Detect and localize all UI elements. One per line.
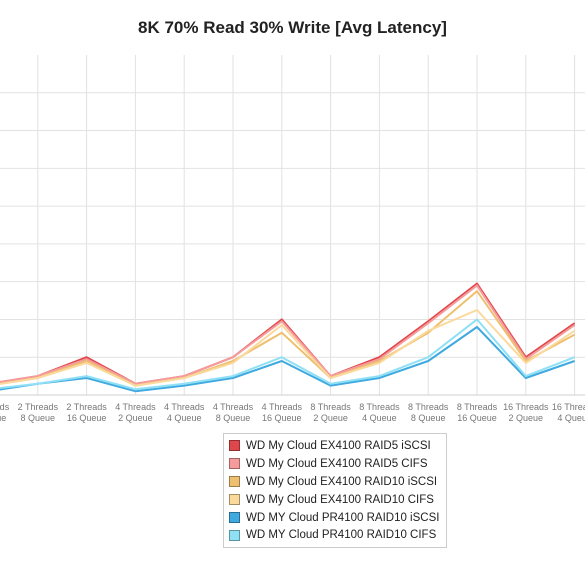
legend-label: WD MY Cloud PR4100 RAID10 CIFS [246,529,437,542]
legend-swatch [229,529,240,541]
legend: WD My Cloud EX4100 RAID5 iSCSI WD My Clou… [223,433,447,548]
x-tick-label: 2 Threads 16 Queue [66,402,107,423]
series-line-1 [0,282,576,385]
x-tick-label: 16 Threads 2 Queue [503,402,549,423]
legend-item[interactable]: WD My Cloud EX4100 RAID10 iSCSI [229,473,446,491]
legend-swatch [229,440,240,452]
x-tick-label: 8 Threads 2 Queue [310,402,351,423]
x-tick-label: 4 Threads 2 Queue [115,402,156,423]
x-tick-label: 2 Threads 8 Queue [18,402,59,423]
x-tick-label: 8 Threads 16 Queue [457,402,498,423]
legend-label: WD My Cloud EX4100 RAID10 iSCSI [246,475,438,488]
x-tick-label: 4 Threads 8 Queue [213,402,254,423]
chart-title: 8K 70% Read 30% Write [Avg Latency] [138,18,447,37]
x-tick-label: 8 Threads 8 Queue [408,402,449,423]
legend-item[interactable]: WD MY Cloud PR4100 RAID10 iSCSI [229,509,446,527]
legend-label: WD MY Cloud PR4100 RAID10 iSCSI [246,511,440,524]
series-line-2 [0,284,576,385]
series-line-4 [0,309,576,387]
legend-item[interactable]: WD My Cloud EX4100 RAID10 CIFS [229,491,446,509]
grid [0,55,585,396]
legend-swatch [229,494,240,506]
series-line-6 [0,318,575,391]
series-line-3 [0,290,576,387]
x-tick-label: 8 Threads 4 Queue [359,402,400,423]
legend-swatch [229,476,240,488]
x-tick-label: 4 Threads 16 Queue [262,402,303,423]
x-tick-label: 4 Threads 4 Queue [164,402,205,423]
legend-item[interactable]: WD My Cloud EX4100 RAID5 iSCSI [229,437,446,455]
legend-label: WD My Cloud EX4100 RAID10 CIFS [246,493,434,506]
legend-label: WD My Cloud EX4100 RAID5 CIFS [246,457,428,470]
legend-item[interactable]: WD My Cloud EX4100 RAID5 CIFS [229,455,446,473]
series-line-5 [0,326,575,393]
series-lines [0,282,576,393]
legend-swatch [229,458,240,470]
legend-swatch [229,512,240,523]
legend-label: WD My Cloud EX4100 RAID5 iSCSI [246,439,431,452]
legend-item[interactable]: WD MY Cloud PR4100 RAID10 CIFS [229,526,446,544]
